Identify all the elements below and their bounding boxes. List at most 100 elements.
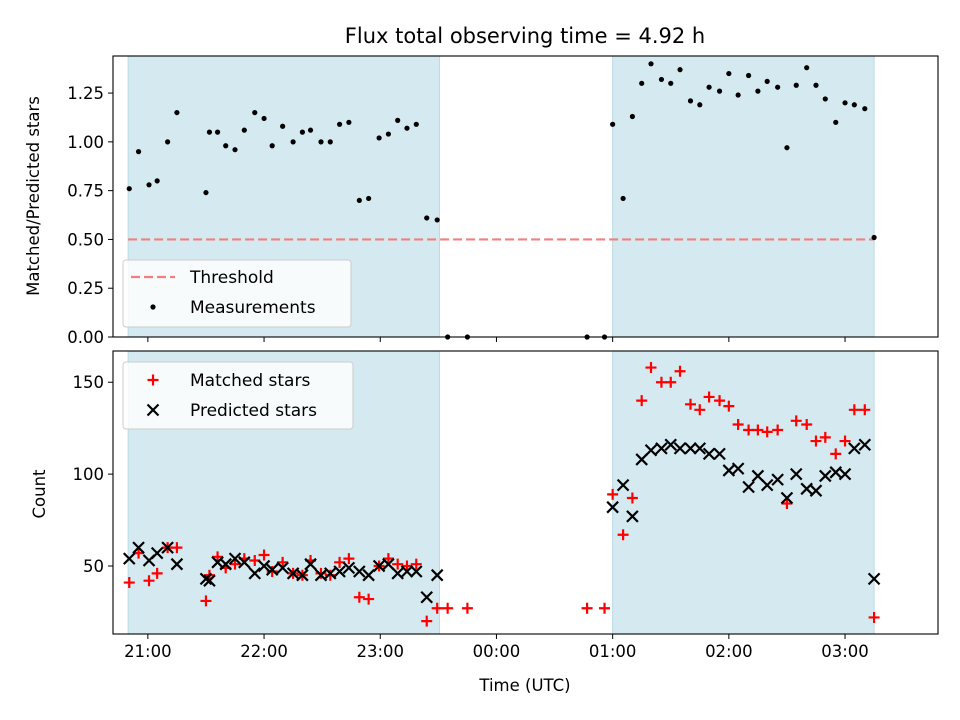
matched-stars-point bbox=[607, 488, 619, 500]
measurement-point bbox=[862, 106, 868, 112]
predicted-stars-point bbox=[420, 590, 434, 604]
measurement-point bbox=[203, 189, 209, 196]
measurement-point bbox=[658, 76, 665, 83]
measurement-point bbox=[668, 80, 674, 86]
predicted-stars-point bbox=[161, 541, 174, 554]
matched-stars-point bbox=[830, 448, 842, 460]
matched-stars-point bbox=[212, 551, 224, 563]
predicted-stars-point bbox=[664, 438, 678, 451]
x-tick-label: 23:00 bbox=[356, 642, 404, 661]
matched-stars-point bbox=[723, 400, 735, 412]
predicted-stars-point bbox=[228, 552, 242, 565]
measurement-point bbox=[356, 197, 362, 204]
predicted-stars-point bbox=[409, 565, 423, 578]
measurement-point bbox=[764, 78, 770, 84]
measurement-point bbox=[206, 129, 213, 135]
matched-stars-point bbox=[249, 554, 261, 566]
measurement-point bbox=[648, 61, 654, 67]
measurement-point bbox=[871, 234, 877, 241]
matched-stars-point bbox=[761, 426, 773, 438]
matched-stars-point bbox=[645, 362, 657, 374]
measurement-point bbox=[793, 82, 799, 88]
top-y-tick-label: 1.00 bbox=[67, 133, 104, 152]
top-legend: Threshold Measurements bbox=[122, 259, 352, 328]
measurement-point bbox=[126, 186, 132, 192]
matched-stars-point bbox=[442, 602, 454, 614]
predicted-stars-point bbox=[655, 442, 668, 455]
measurement-point bbox=[376, 135, 382, 141]
matched-stars-point bbox=[839, 435, 851, 447]
measurement-point bbox=[677, 67, 683, 73]
matched-stars-point bbox=[431, 602, 443, 614]
matched-stars-point bbox=[461, 602, 473, 614]
threshold-legend-label: Threshold bbox=[189, 268, 274, 288]
top-y-tick-label: 0.00 bbox=[67, 328, 104, 347]
x-axis-label: Time (UTC) bbox=[478, 676, 570, 695]
predicted-stars-point bbox=[333, 565, 346, 578]
chart-title: Flux total observing time = 4.92 h bbox=[345, 24, 705, 48]
x-tick-label: 22:00 bbox=[240, 642, 288, 661]
predicted-stars-point bbox=[848, 442, 861, 455]
top-y-tick-label: 0.25 bbox=[67, 279, 104, 298]
measurement-point bbox=[687, 98, 694, 104]
predicted-stars-point bbox=[199, 572, 213, 586]
measurement-point bbox=[307, 127, 314, 133]
matched-stars-point bbox=[752, 424, 764, 436]
predicted-stars-point bbox=[789, 467, 803, 481]
measurement-point bbox=[336, 121, 343, 127]
x-tick-label: 03:00 bbox=[821, 642, 869, 661]
predicted-stars-point bbox=[132, 541, 145, 554]
matched-stars-point bbox=[143, 575, 155, 587]
measurement-point bbox=[135, 149, 142, 155]
measurement-point bbox=[842, 100, 848, 106]
matched-stars-point bbox=[810, 435, 822, 447]
predicted-stars-point bbox=[693, 442, 707, 455]
matched-stars-point bbox=[392, 558, 404, 570]
predicted-stars-point bbox=[635, 453, 648, 466]
predicted-stars-point bbox=[829, 466, 843, 479]
measurement-point bbox=[775, 84, 781, 90]
measurement-point bbox=[327, 139, 333, 145]
matched-stars-point bbox=[819, 431, 831, 443]
measurement-point bbox=[241, 127, 247, 133]
measurement-point bbox=[395, 117, 401, 123]
matched-stars-point bbox=[133, 547, 145, 559]
measurement-point bbox=[697, 102, 703, 108]
measurement-point bbox=[833, 119, 839, 125]
matched-stars-point bbox=[732, 419, 744, 431]
predicted-stars-point bbox=[800, 482, 813, 496]
x-tick-label: 02:00 bbox=[705, 642, 753, 661]
predicted-stars-point bbox=[713, 447, 726, 461]
measurement-point bbox=[261, 115, 267, 122]
measurement-point bbox=[706, 84, 712, 90]
predicted-stars-legend-swatch bbox=[146, 403, 160, 417]
matched-stars-point bbox=[617, 529, 629, 541]
matched-stars-point bbox=[277, 556, 289, 568]
predicted-stars-point bbox=[760, 478, 774, 492]
matched-stars-point bbox=[200, 595, 212, 607]
measurement-point bbox=[639, 80, 645, 86]
ratio-panel: 0.00 0.25 0.50 0.75 1.00 1.25 Threshold Measure… bbox=[67, 55, 939, 347]
bottom-legend: Matched stars Predicted stars bbox=[122, 361, 354, 430]
matched-stars-point bbox=[581, 602, 593, 614]
x-tick-label: 01:00 bbox=[589, 642, 637, 661]
measurements-legend-label: Measurements bbox=[190, 298, 316, 318]
predicted-stars-point bbox=[684, 442, 697, 455]
matched-stars-point bbox=[626, 492, 638, 504]
predicted-stars-point bbox=[248, 567, 262, 580]
predicted-stars-point bbox=[858, 438, 872, 451]
measurement-point bbox=[174, 109, 180, 116]
predicted-stars-point bbox=[238, 556, 251, 569]
predicted-stars-point bbox=[324, 567, 337, 580]
top-axes-frame bbox=[112, 55, 939, 338]
measurement-point bbox=[413, 121, 419, 127]
matched-stars-point bbox=[801, 419, 813, 431]
matched-stars-point bbox=[334, 556, 346, 568]
predicted-stars-point bbox=[286, 567, 300, 580]
matched-stars-point bbox=[703, 391, 715, 403]
matched-stars-point bbox=[694, 404, 706, 416]
matched-stars-point bbox=[685, 398, 696, 410]
predicted-stars-point bbox=[722, 464, 736, 477]
matched-stars-point bbox=[665, 376, 677, 388]
predicted-stars-point bbox=[771, 473, 784, 486]
